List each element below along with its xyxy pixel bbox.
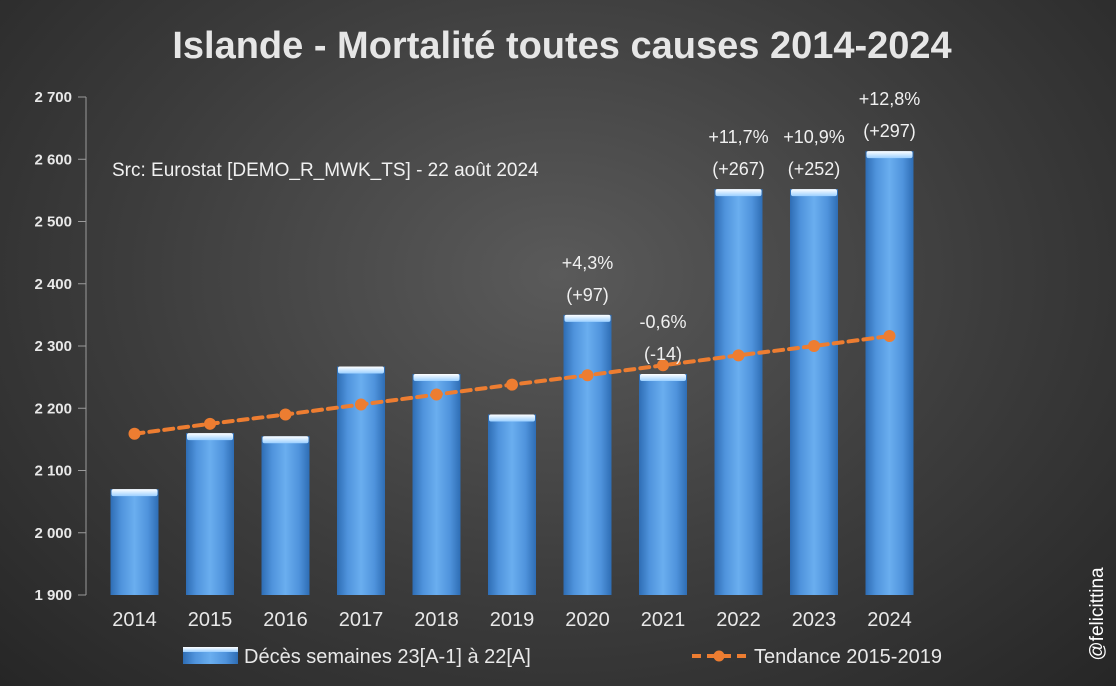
- annotation-abs-2020: (+97): [566, 285, 609, 305]
- trend-point-2017: [355, 398, 367, 411]
- trend-point-2015: [204, 417, 216, 430]
- bar-2020: [563, 314, 612, 595]
- bar-2016: [261, 436, 310, 595]
- trend-point-2019: [506, 378, 518, 391]
- y-tick-label: 2 700: [34, 89, 72, 106]
- bar-cap-2016: [262, 436, 309, 444]
- trend-point-2023: [808, 340, 820, 352]
- bar-cap-2014: [111, 489, 158, 497]
- annotation-pct-2020: +4,3%: [562, 253, 614, 273]
- bar-2023: [790, 189, 838, 595]
- chart-title: Islande - Mortalité toutes causes 2014-2…: [172, 25, 951, 67]
- x-tick-label: 2016: [263, 609, 308, 631]
- x-tick-label: 2017: [339, 609, 384, 631]
- x-tick-label: 2014: [112, 609, 157, 631]
- bar-cap-2015: [187, 433, 233, 441]
- x-axis: 2014 2015 2016 2017 2018 2019 2020 2021 2022 2023…: [112, 609, 912, 631]
- trend-series: [128, 330, 896, 440]
- bar-2021: [639, 374, 687, 595]
- bar-2024: [865, 151, 914, 595]
- x-tick-label: 2023: [792, 609, 837, 631]
- bar-2019: [488, 414, 536, 595]
- bar-series: [110, 151, 914, 595]
- trend-point-2014: [128, 427, 141, 440]
- bar-cap-2023: [791, 189, 837, 197]
- annotation-pct-2021: -0,6%: [639, 312, 686, 332]
- x-tick-label: 2018: [414, 609, 459, 631]
- y-axis: 1 900 2 000 2 100 2 200 2 300 2 400 2 500 2 600…: [34, 89, 87, 604]
- bar-cap-2024: [866, 151, 913, 159]
- annotations: +4,3% (+97) -0,6% (-14) +11,7% (+267) +10,9% (+…: [562, 89, 921, 364]
- bar-cap-2019: [489, 414, 535, 422]
- legend: Décès semaines 23[A-1] à 22[A] Tendance …: [183, 646, 942, 668]
- annotation-pct-2022: +11,7%: [708, 127, 768, 147]
- bar-cap-2021: [640, 374, 686, 382]
- legend-label-trend: Tendance 2015-2019: [754, 646, 942, 668]
- y-tick-label: 2 600: [34, 151, 72, 168]
- y-tick-label: 1 900: [34, 587, 72, 604]
- legend-item-bars: Décès semaines 23[A-1] à 22[A]: [183, 646, 531, 668]
- y-tick-label: 2 300: [34, 338, 72, 355]
- bar-2018: [412, 374, 461, 595]
- trend-point-2020: [581, 369, 594, 382]
- trend-point-2016: [279, 408, 292, 421]
- trend-point-2022: [732, 349, 745, 362]
- bar-2014: [110, 489, 159, 595]
- annotation-pct-2024: +12,8%: [859, 89, 921, 109]
- trend-point-2021: [657, 359, 669, 372]
- legend-item-trend: Tendance 2015-2019: [692, 646, 942, 668]
- watermark: @felicittina: [1087, 567, 1108, 661]
- legend-swatch-bars-cap: [183, 647, 238, 652]
- y-tick-label: 2 500: [34, 214, 72, 231]
- bar-cap-2022: [715, 189, 762, 197]
- bar-2015: [186, 433, 234, 595]
- legend-swatch-trend-marker: [713, 650, 725, 662]
- bar-cap-2018: [413, 374, 460, 382]
- y-tick-label: 2 200: [34, 400, 72, 417]
- chart-source: Src: Eurostat [DEMO_R_MWK_TS] - 22 août …: [112, 160, 539, 181]
- x-tick-label: 2020: [565, 609, 610, 631]
- trend-point-2018: [430, 388, 443, 401]
- bar-cap-2020: [564, 314, 611, 322]
- legend-label-bars: Décès semaines 23[A-1] à 22[A]: [244, 646, 531, 668]
- annotation-abs-2022: (+267): [712, 159, 765, 179]
- y-tick-label: 2 000: [34, 525, 72, 542]
- annotation-pct-2023: +10,9%: [783, 127, 845, 147]
- y-tick-label: 2 400: [34, 276, 72, 293]
- x-tick-label: 2024: [867, 609, 912, 631]
- x-tick-label: 2019: [490, 609, 535, 631]
- annotation-abs-2024: (+297): [863, 121, 916, 141]
- trend-point-2024: [883, 330, 896, 343]
- bar-cap-2017: [338, 366, 384, 374]
- x-tick-label: 2015: [188, 609, 233, 631]
- x-tick-label: 2022: [716, 609, 761, 631]
- bar-2022: [714, 189, 763, 595]
- annotation-abs-2021: (-14): [644, 344, 682, 364]
- x-tick-label: 2021: [641, 609, 686, 631]
- y-tick-label: 2 100: [34, 463, 72, 480]
- annotation-abs-2023: (+252): [788, 159, 841, 179]
